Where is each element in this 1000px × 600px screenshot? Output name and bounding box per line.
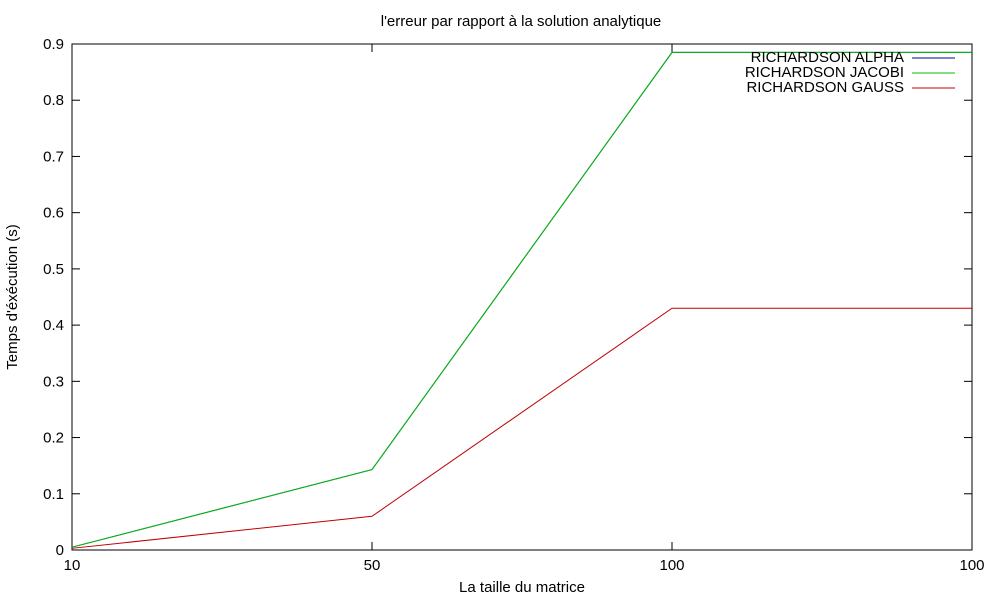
y-axis: 0 0.1 0.2 0.3 0.4 0.5 0.6 0.7 0.8 0.9 xyxy=(43,36,972,559)
y-tick-label: 0.1 xyxy=(43,486,64,503)
y-tick-label: 0.7 xyxy=(43,148,64,165)
y-tick-label: 0.9 xyxy=(43,36,64,53)
chart-title: l'erreur par rapport à la solution analy… xyxy=(381,13,662,30)
series-lines xyxy=(71,51,972,549)
y-tick-label: 0.2 xyxy=(43,430,64,447)
y-tick-label: 0 xyxy=(56,542,64,559)
y-axis-title: Temps d'éxécution (s) xyxy=(4,224,21,369)
y-tick-label: 0.8 xyxy=(43,92,64,109)
y-tick-label: 0.3 xyxy=(43,373,64,390)
x-axis: 10 50 100 100 xyxy=(64,44,985,574)
legend-label: RICHARDSON GAUSS xyxy=(746,79,904,96)
x-axis-title: La taille du matrice xyxy=(459,579,585,596)
legend-label: RICHARDSON ALPHA xyxy=(751,49,904,66)
plot-frame xyxy=(71,43,973,551)
legend-label: RICHARDSON JACOBI xyxy=(745,64,904,81)
x-tick-label: 100 xyxy=(959,557,984,574)
series-line-richardson-jacobi xyxy=(71,51,972,548)
y-tick-label: 0.4 xyxy=(43,317,64,334)
series-line-richardson-gauss xyxy=(71,307,972,549)
x-tick-label: 50 xyxy=(364,557,381,574)
y-tick-label: 0.5 xyxy=(43,261,64,278)
series-line-richardson-alpha xyxy=(71,51,972,548)
x-tick-label: 10 xyxy=(64,557,81,574)
x-tick-label: 100 xyxy=(659,557,684,574)
y-tick-label: 0.6 xyxy=(43,205,64,222)
